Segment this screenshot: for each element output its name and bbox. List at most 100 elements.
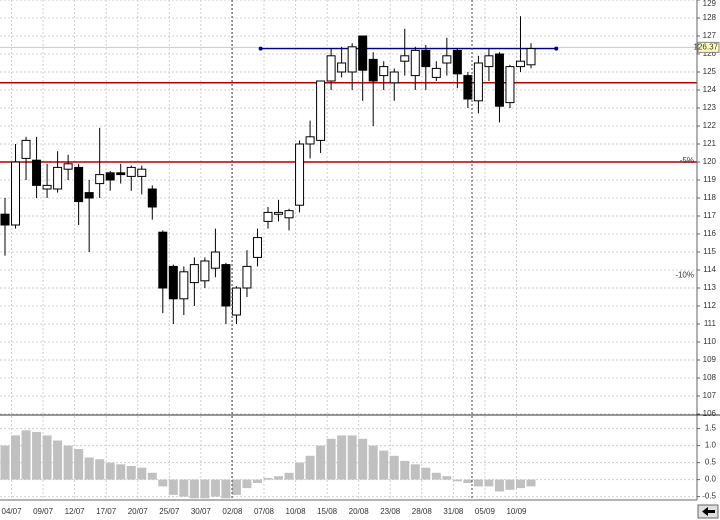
histogram-bar bbox=[284, 472, 294, 480]
candle-body bbox=[431, 67, 441, 78]
histogram-bar bbox=[137, 467, 147, 480]
candle-body bbox=[0, 213, 10, 226]
x-tick-label: 28/08 bbox=[412, 507, 433, 516]
candle-body bbox=[274, 211, 284, 215]
candle-body bbox=[505, 66, 515, 104]
x-tick-label: 07/08 bbox=[254, 507, 275, 516]
candle-body bbox=[452, 49, 462, 75]
candle-body bbox=[63, 163, 73, 170]
scroll-arrow[interactable] bbox=[702, 507, 715, 516]
x-tick-label: 09/07 bbox=[33, 507, 54, 516]
y-tick-label: 106 bbox=[703, 409, 717, 418]
x-tick-label: 05/09 bbox=[475, 507, 496, 516]
histogram-bar bbox=[484, 479, 494, 487]
y-tick-label: 121 bbox=[703, 139, 717, 148]
trendline-handle bbox=[258, 46, 263, 51]
histogram-bar bbox=[231, 479, 241, 495]
candle-body bbox=[484, 55, 494, 68]
y-tick-label: 110 bbox=[703, 337, 716, 346]
y-tick-label: 119 bbox=[703, 175, 716, 184]
scroll-button[interactable] bbox=[697, 504, 719, 519]
x-tick-label: 04/07 bbox=[2, 507, 23, 516]
histogram-bar bbox=[505, 479, 515, 490]
candle-body bbox=[400, 55, 410, 62]
candle-body bbox=[379, 66, 389, 77]
histogram-bar bbox=[63, 445, 73, 480]
histogram-bar bbox=[305, 455, 315, 480]
histogram-bar bbox=[147, 472, 157, 480]
x-tick-label: 17/07 bbox=[96, 507, 117, 516]
histogram-bar bbox=[116, 464, 126, 480]
y-tick-label: 122 bbox=[703, 121, 717, 130]
y-tick-label: 124 bbox=[703, 85, 717, 94]
y2-tick-label: 1.0 bbox=[705, 441, 717, 450]
candle-body bbox=[473, 62, 483, 102]
histogram-bar bbox=[168, 479, 178, 495]
y2-tick-label: -0.5 bbox=[702, 492, 716, 501]
histogram-bar bbox=[189, 479, 199, 499]
histogram-bar bbox=[358, 438, 368, 480]
x-tick-label: 31/08 bbox=[443, 507, 464, 516]
histogram-bar bbox=[32, 432, 42, 480]
histogram-bar bbox=[400, 460, 410, 480]
candle-body bbox=[105, 172, 115, 181]
candle-body bbox=[347, 46, 357, 73]
candle-body bbox=[179, 271, 189, 300]
candle-body bbox=[158, 231, 168, 289]
candle-body bbox=[442, 55, 452, 64]
candle-body bbox=[95, 174, 105, 185]
y-tick-label: 111 bbox=[704, 319, 717, 328]
candle-body bbox=[389, 71, 399, 84]
level-label: -5% bbox=[680, 156, 694, 165]
histogram-bar bbox=[295, 462, 305, 480]
histogram-bar bbox=[210, 479, 220, 497]
candle-body bbox=[200, 260, 210, 282]
histogram-bar bbox=[158, 479, 168, 487]
y-tick-label: 113 bbox=[703, 283, 716, 292]
histogram-bar bbox=[494, 479, 504, 492]
y2-tick-label: 0.5 bbox=[705, 458, 717, 467]
candle-body bbox=[295, 143, 305, 206]
candle-body bbox=[526, 48, 536, 66]
y-tick-label: 125 bbox=[703, 67, 717, 76]
histogram-bar bbox=[105, 462, 115, 480]
candle-body bbox=[263, 211, 273, 222]
histogram-bar bbox=[84, 457, 94, 480]
candle-body bbox=[11, 161, 21, 226]
candle-body bbox=[231, 287, 241, 316]
histogram-bar bbox=[42, 435, 52, 480]
candle-body bbox=[358, 35, 368, 71]
y-tick-label: 117 bbox=[703, 211, 716, 220]
histogram-bar bbox=[74, 449, 84, 480]
histogram-bar bbox=[263, 477, 273, 480]
y-tick-label: 126 bbox=[703, 49, 717, 58]
histogram-bar bbox=[11, 435, 21, 480]
y-tick-label: 118 bbox=[703, 193, 716, 202]
candle-body bbox=[21, 139, 31, 159]
x-tick-label: 23/08 bbox=[380, 507, 401, 516]
candle-body bbox=[242, 265, 252, 289]
y-tick-label: 116 bbox=[703, 229, 716, 238]
candle-body bbox=[368, 58, 378, 82]
candle-body bbox=[189, 264, 199, 284]
histogram-bar bbox=[242, 479, 252, 489]
histogram-bar bbox=[526, 479, 536, 487]
y-tick-label: 123 bbox=[703, 103, 717, 112]
candle-body bbox=[494, 53, 504, 107]
histogram-bar bbox=[442, 476, 452, 480]
candle-body bbox=[147, 188, 157, 208]
histogram-bar bbox=[126, 466, 136, 480]
x-tick-label: 25/07 bbox=[159, 507, 180, 516]
candle-body bbox=[210, 251, 220, 269]
histogram-bar bbox=[221, 479, 231, 499]
y-tick-label: 129 bbox=[703, 0, 717, 8]
candle-body bbox=[252, 237, 262, 258]
histogram-bar bbox=[21, 430, 31, 480]
histogram-bar bbox=[463, 479, 473, 483]
histogram-bar bbox=[347, 435, 357, 480]
x-tick-label: 12/07 bbox=[65, 507, 86, 516]
candle-body bbox=[126, 166, 136, 177]
histogram-bar bbox=[179, 479, 189, 497]
y-tick-label: 120 bbox=[703, 157, 717, 166]
x-tick-label: 15/08 bbox=[317, 507, 338, 516]
